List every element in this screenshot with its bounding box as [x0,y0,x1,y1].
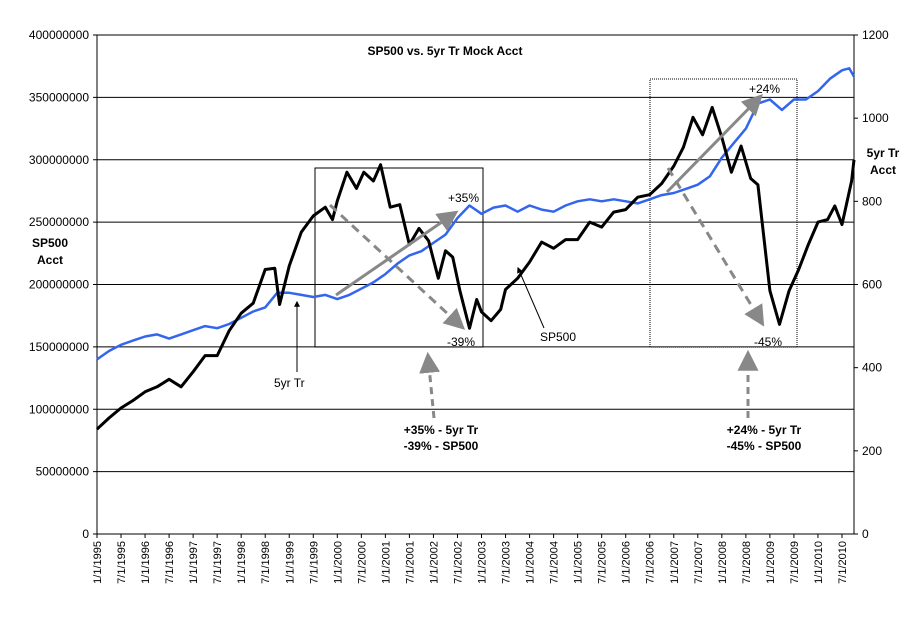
right-tick-label: 400 [862,361,882,375]
x-tick-label: 1/1/2004 [525,541,537,584]
note2-line1: +24% - 5yr Tr [727,423,802,437]
x-tick-label: 1/1/2008 [717,541,729,584]
note1-line2: -39% - SP500 [404,439,479,453]
left-axis-ticks: 0 50000000 100000000 150000000 200000000 2500… [29,28,97,541]
series-lines [95,67,856,431]
right-axis-label-line2: Acct [870,163,896,177]
note2-line2: -45% - SP500 [727,439,802,453]
x-tick-label: 7/1/1999 [308,541,320,584]
left-tick-label: 100000000 [29,402,89,416]
x-tick-label: 7/1/2002 [452,541,464,584]
x-tick-label: 1/1/1999 [284,541,296,584]
left-tick-label: 350000000 [29,90,89,104]
arrow-5yrtr-rise-2007 [665,93,763,194]
left-tick-label: 0 [82,527,89,541]
left-tick-label: 300000000 [29,153,89,167]
x-tick-label: 1/1/2003 [477,541,489,584]
x-tick-label: 7/1/2003 [501,541,513,584]
series-line-sp500 [95,105,856,431]
right-axis-label-line1: 5yr Tr [867,146,900,160]
right-tick-label: 0 [862,527,869,541]
right-tick-label: 600 [862,278,882,292]
arrow-5yrtr-rise-2000 [335,210,459,297]
right-tick-label: 800 [862,194,882,208]
x-axis-ticks: 1/1/1995 7/1/1995 1/1/1996 7/1/1996 1/1/1997… [92,534,849,584]
right-tick-label: 200 [862,444,882,458]
arrow-note1 [419,351,441,419]
pointer-sp500 [517,266,545,329]
left-tick-label: 250000000 [29,215,89,229]
left-tick-label: 150000000 [29,340,89,354]
pct-plus24-label: +24% [749,82,780,96]
x-tick-label: 1/1/2002 [428,541,440,584]
left-tick-label: 400000000 [29,28,89,42]
pct-minus39-label: -39% [447,335,475,349]
left-tick-label: 200000000 [29,278,89,292]
series-label-sp500: SP500 [540,330,576,344]
x-tick-label: 7/1/2005 [597,541,609,584]
period-box-2000-2003 [314,167,484,348]
right-axis-ticks: 0 200 400 600 800 1000 1200 [854,28,889,541]
x-tick-label: 7/1/1998 [260,541,272,584]
x-tick-label: 1/1/2000 [332,541,344,584]
pct-plus35-label: +35% [448,191,479,205]
x-tick-label: 1/1/1995 [92,541,104,584]
right-tick-label: 1000 [862,111,889,125]
left-axis-label-line1: SP500 [32,236,68,250]
left-axis-label-line2: Acct [37,253,63,267]
pct-minus45-label: -45% [754,335,782,349]
x-tick-label: 7/1/2006 [645,541,657,584]
chart-title: SP500 vs. 5yr Tr Mock Acct [368,44,523,58]
left-tick-label: 50000000 [36,465,90,479]
x-tick-label: 1/1/2007 [669,541,681,584]
x-tick-label: 7/1/1997 [212,541,224,584]
x-tick-label: 1/1/2010 [813,541,825,584]
x-tick-label: 1/1/2006 [621,541,633,584]
x-tick-label: 7/1/1996 [164,541,176,584]
series-line-5yrtr [96,67,856,361]
x-tick-label: 7/1/2004 [549,541,561,584]
arrow-sp500-fall-2007 [666,167,765,327]
x-tick-label: 1/1/1998 [236,541,248,584]
x-tick-label: 7/1/2010 [837,541,849,584]
x-tick-label: 7/1/2007 [693,541,705,584]
right-tick-label: 1200 [862,28,889,42]
x-tick-label: 7/1/2000 [356,541,368,584]
x-tick-label: 7/1/2001 [404,541,416,584]
x-tick-label: 1/1/1996 [140,541,152,584]
x-tick-label: 7/1/2008 [741,541,753,584]
x-tick-label: 1/1/2009 [765,541,777,584]
period-box-2007-2009 [649,78,798,348]
x-tick-label: 1/1/1997 [188,541,200,584]
x-tick-label: 1/1/2005 [573,541,585,584]
x-tick-label: 7/1/1995 [116,541,128,584]
note1-line1: +35% - 5yr Tr [404,423,479,437]
x-tick-label: 7/1/2009 [789,541,801,584]
gridlines [97,34,854,473]
x-tick-label: 1/1/2001 [380,541,392,584]
series-label-5yrtr: 5yr Tr [274,376,305,390]
